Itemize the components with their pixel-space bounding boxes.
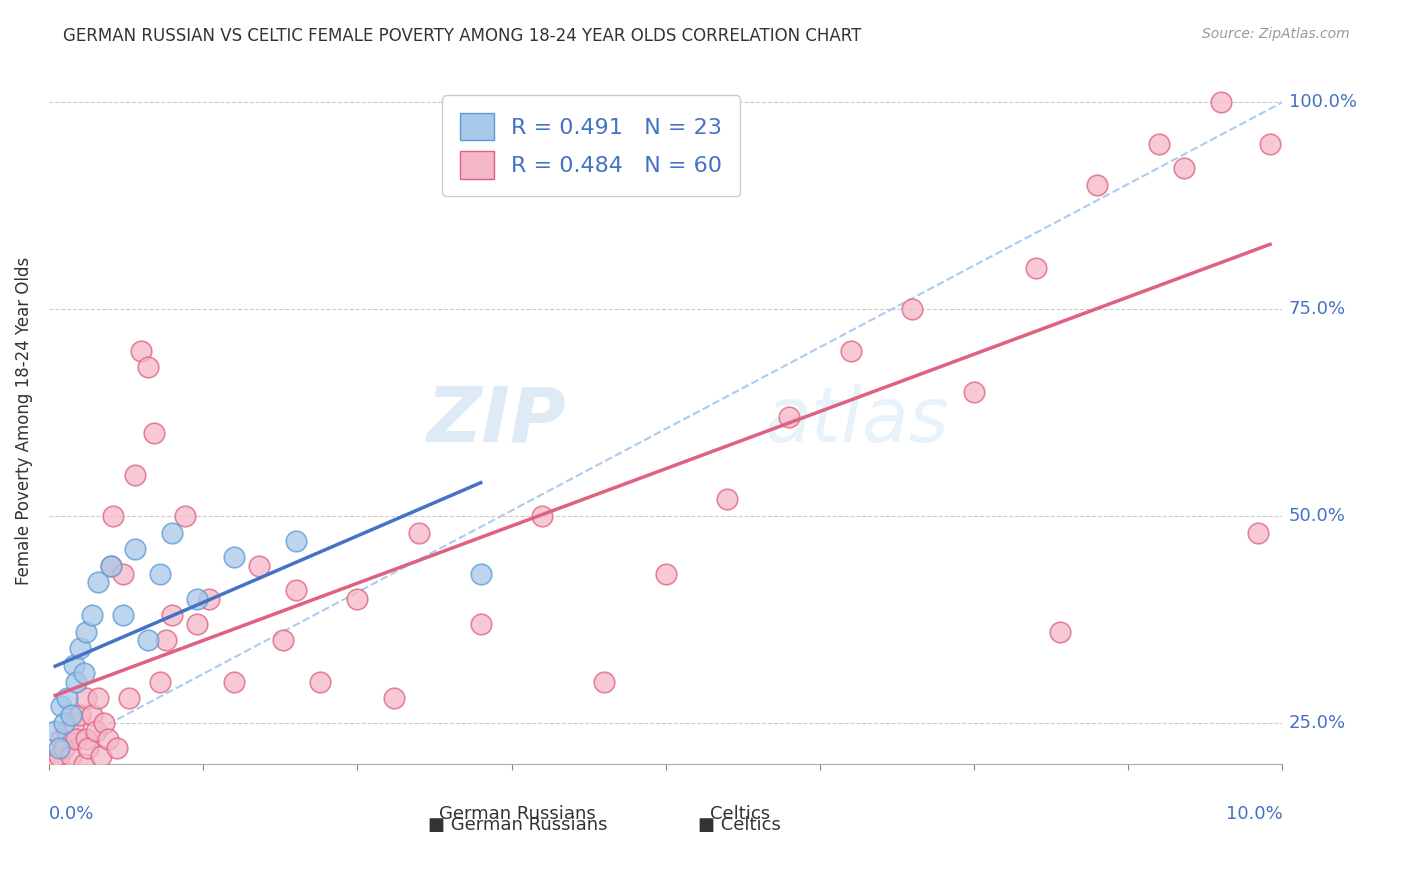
Text: 50.0%: 50.0%	[1288, 507, 1346, 525]
Text: ■ German Russians: ■ German Russians	[427, 816, 607, 834]
Text: 75.0%: 75.0%	[1288, 300, 1346, 318]
Point	[1247, 525, 1270, 540]
Point	[84, 724, 107, 739]
Point	[52, 715, 75, 730]
Text: 0.0%: 0.0%	[49, 805, 94, 823]
Point	[44, 757, 66, 772]
Point	[100, 558, 122, 573]
Point	[69, 707, 91, 722]
Point	[136, 360, 159, 375]
Point	[198, 591, 221, 606]
Point	[97, 732, 120, 747]
Point	[51, 732, 73, 747]
Point	[60, 707, 83, 722]
Point	[1147, 136, 1170, 151]
Point	[186, 616, 208, 631]
Point	[247, 558, 270, 573]
Point	[82, 608, 104, 623]
Point	[69, 641, 91, 656]
Point	[52, 740, 75, 755]
Point	[56, 724, 79, 739]
Text: Source: ZipAtlas.com: Source: ZipAtlas.com	[1202, 27, 1350, 41]
Point	[56, 691, 79, 706]
Point	[222, 674, 245, 689]
Point	[77, 740, 100, 755]
Point	[75, 732, 97, 747]
Point	[173, 508, 195, 523]
Text: ZIP: ZIP	[427, 384, 567, 458]
Point	[111, 608, 134, 623]
Point	[1049, 624, 1071, 639]
Text: Celtics: Celtics	[710, 805, 769, 823]
Point	[87, 691, 110, 706]
Point	[309, 674, 332, 689]
Point	[1209, 95, 1232, 110]
Point	[654, 566, 676, 581]
Point	[111, 566, 134, 581]
Point	[593, 674, 616, 689]
Point	[101, 508, 124, 523]
Text: GERMAN RUSSIAN VS CELTIC FEMALE POVERTY AMONG 18-24 YEAR OLDS CORRELATION CHART: GERMAN RUSSIAN VS CELTIC FEMALE POVERTY …	[63, 27, 862, 45]
Point	[65, 674, 87, 689]
Point	[118, 691, 141, 706]
Point	[62, 657, 84, 672]
Legend: R = 0.491   N = 23, R = 0.484   N = 60: R = 0.491 N = 23, R = 0.484 N = 60	[443, 95, 740, 196]
Point	[105, 740, 128, 755]
Point	[75, 624, 97, 639]
Point	[44, 724, 66, 739]
Point	[87, 575, 110, 590]
Point	[901, 302, 924, 317]
Point	[90, 749, 112, 764]
Point	[284, 533, 307, 548]
Point	[470, 566, 492, 581]
Point	[155, 633, 177, 648]
Point	[839, 343, 862, 358]
Point	[48, 749, 70, 764]
Point	[1173, 161, 1195, 176]
Point	[100, 558, 122, 573]
Point	[382, 691, 405, 706]
Point	[470, 616, 492, 631]
Text: atlas: atlas	[765, 384, 949, 458]
Point	[162, 525, 184, 540]
Point	[48, 740, 70, 755]
Point	[716, 492, 738, 507]
Text: 10.0%: 10.0%	[1226, 805, 1282, 823]
Point	[136, 633, 159, 648]
Point	[82, 707, 104, 722]
Y-axis label: Female Poverty Among 18-24 Year Olds: Female Poverty Among 18-24 Year Olds	[15, 257, 32, 585]
Point	[149, 674, 172, 689]
Point	[273, 633, 295, 648]
Point	[1087, 178, 1109, 192]
Point	[93, 715, 115, 730]
Point	[142, 426, 165, 441]
Point	[124, 467, 146, 482]
Point	[72, 757, 94, 772]
Point	[162, 608, 184, 623]
Text: German Russians: German Russians	[439, 805, 596, 823]
Point	[186, 591, 208, 606]
Point	[75, 691, 97, 706]
Point	[149, 566, 172, 581]
Point	[778, 409, 800, 424]
Point	[124, 542, 146, 557]
Point	[72, 666, 94, 681]
Point	[65, 732, 87, 747]
Point	[408, 525, 430, 540]
Point	[62, 715, 84, 730]
Point	[222, 550, 245, 565]
Point	[51, 699, 73, 714]
Point	[284, 583, 307, 598]
Point	[131, 343, 153, 358]
Text: ■ Celtics: ■ Celtics	[699, 816, 782, 834]
Point	[963, 384, 986, 399]
Point	[60, 749, 83, 764]
Point	[1258, 136, 1281, 151]
Point	[56, 765, 79, 780]
Point	[531, 508, 554, 523]
Text: 100.0%: 100.0%	[1288, 94, 1357, 112]
Text: 25.0%: 25.0%	[1288, 714, 1346, 732]
Point	[346, 591, 368, 606]
Point	[1025, 260, 1047, 275]
